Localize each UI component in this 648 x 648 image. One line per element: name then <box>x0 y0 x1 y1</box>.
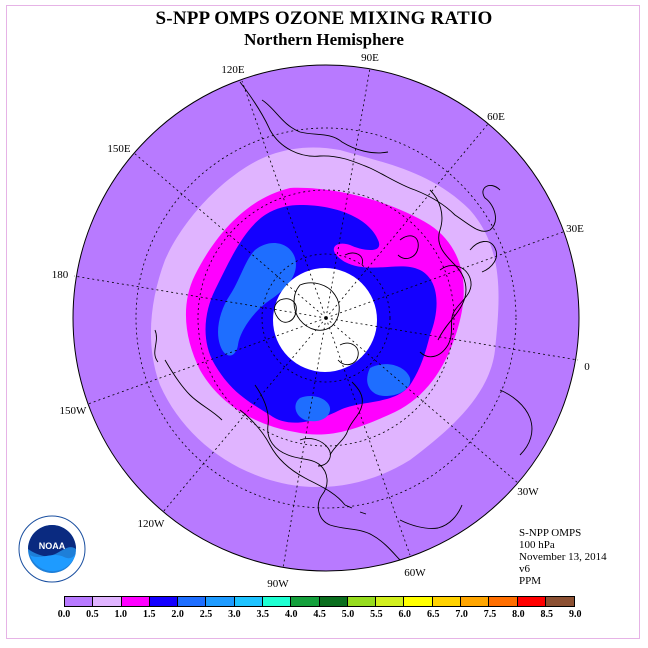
lon-label-150w: 150W <box>60 405 88 417</box>
meridians <box>73 67 579 569</box>
color-tick-label: 4.0 <box>284 609 298 620</box>
color-swatch <box>404 597 433 606</box>
color-swatch <box>178 597 207 606</box>
info-units: PPM <box>519 575 542 587</box>
info-date: November 13, 2014 <box>519 551 607 563</box>
color-tick-label: 0.5 <box>86 609 99 620</box>
contour-2-0-c <box>295 396 331 422</box>
color-tick-label: 2.5 <box>199 609 213 620</box>
color-swatch <box>545 597 575 606</box>
lon-label-90e: 90E <box>361 52 379 64</box>
color-tick-label: 0.0 <box>57 609 71 620</box>
map-subtitle: Northern Hemisphere <box>244 30 404 49</box>
color-scale-bar <box>64 596 576 607</box>
color-tick-label: 5.0 <box>341 609 355 620</box>
coastlines <box>154 81 533 561</box>
color-tick-label: 9.0 <box>568 609 582 620</box>
lon-label-180: 180 <box>52 269 69 281</box>
small-contour <box>420 304 430 308</box>
color-tick-label: 8.0 <box>512 609 525 620</box>
noaa-logo: NOAA <box>18 515 86 583</box>
color-swatch <box>460 597 490 606</box>
color-swatch <box>291 597 320 606</box>
color-tick-label: 5.5 <box>370 609 383 620</box>
contour-2-0-a <box>218 243 296 356</box>
info-level: 100 hPa <box>519 539 555 551</box>
color-tick-label: 8.5 <box>540 609 554 620</box>
info-instrument: S-NPP OMPS <box>519 527 582 539</box>
color-swatch <box>93 597 122 606</box>
no-data-cap <box>273 268 377 372</box>
color-tick-label: 6.0 <box>398 609 412 620</box>
lon-label-60w: 60W <box>404 567 426 579</box>
lon-label-30e: 30E <box>566 223 584 235</box>
color-swatch <box>262 597 292 606</box>
lon-label-90w: 90W <box>267 578 289 590</box>
figure-frame <box>6 5 640 639</box>
color-swatch <box>432 597 461 606</box>
color-tick-label: 3.5 <box>256 609 270 620</box>
lon-label-120w: 120W <box>138 518 166 530</box>
info-block: S-NPP OMPS 100 hPa November 13, 2014 v6 … <box>519 527 607 587</box>
color-tick-label: 7.0 <box>455 609 468 620</box>
contour-2-0-b <box>367 364 411 396</box>
color-tick-label: 7.5 <box>483 609 497 620</box>
color-swatch <box>319 597 348 606</box>
logo-text: NOAA <box>39 541 66 551</box>
color-swatch <box>206 597 235 606</box>
color-swatch <box>376 597 405 606</box>
lon-label-150e: 150E <box>107 143 131 155</box>
color-swatch <box>121 597 150 606</box>
color-swatch <box>149 597 179 606</box>
lon-label-60e: 60E <box>487 111 505 123</box>
color-swatch <box>517 597 546 606</box>
color-tick-label: 2.0 <box>171 609 184 620</box>
color-swatch <box>347 597 377 606</box>
color-tick-label: 1.0 <box>114 609 128 620</box>
color-swatch <box>489 597 518 606</box>
color-tick-label: 4.5 <box>313 609 326 620</box>
color-tick-label: 6.5 <box>426 609 440 620</box>
lon-label-120e: 120E <box>221 64 245 76</box>
map-title: S-NPP OMPS OZONE MIXING RATIO <box>155 8 493 29</box>
color-swatch <box>234 597 263 606</box>
info-version: v6 <box>519 563 530 575</box>
lon-label-30w: 30W <box>517 486 539 498</box>
lon-label-0: 0 <box>584 361 590 373</box>
color-tick-label: 1.5 <box>142 609 156 620</box>
color-scale-ticks: 0.0 0.5 1.0 1.5 2.0 2.5 3.0 3.5 4.0 4.5 5.0 5.5 6.0 6… <box>0 609 648 623</box>
color-swatch <box>65 597 94 606</box>
color-tick-label: 3.0 <box>228 609 241 620</box>
